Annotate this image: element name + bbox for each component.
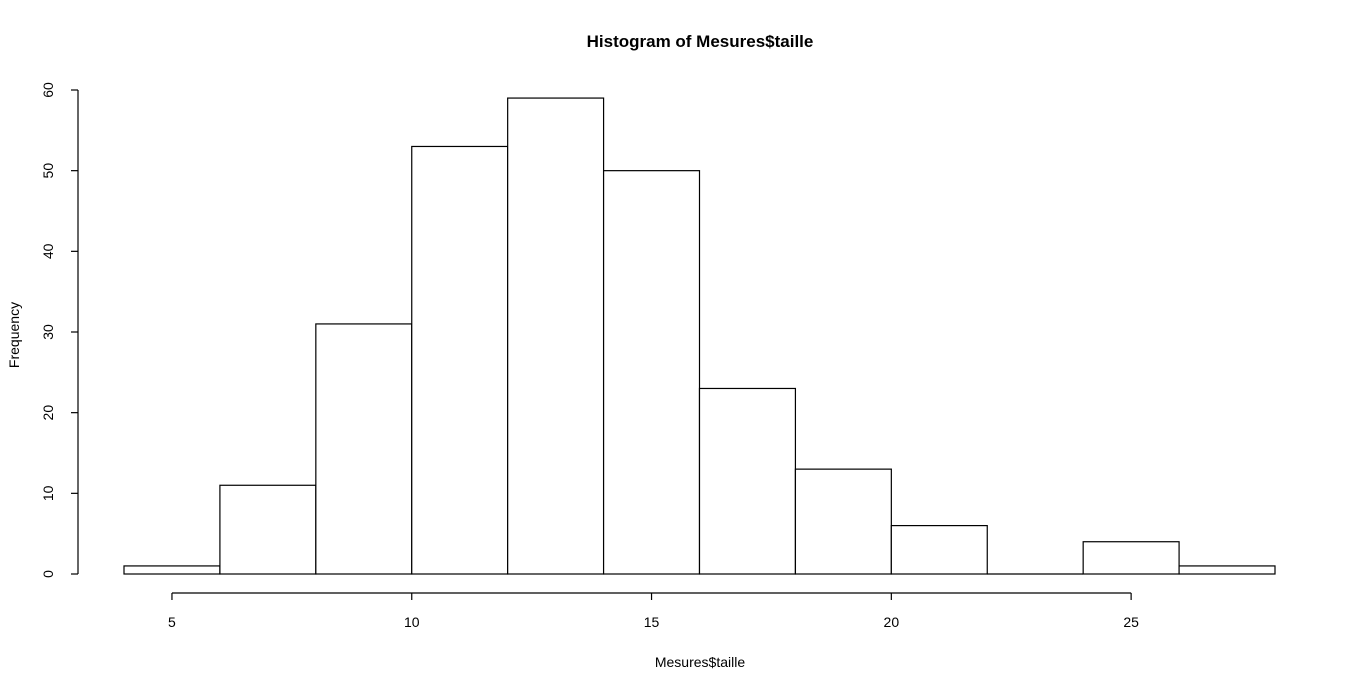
x-tick-label: 20 [884, 614, 900, 630]
x-tick-label: 10 [404, 614, 420, 630]
histogram-bar [890, 524, 988, 575]
y-tick-label: 50 [40, 163, 56, 179]
x-axis: 5 10 15 20 25 [168, 592, 1139, 630]
x-axis-label: Mesures$taille [655, 654, 745, 670]
x-tick-label: 15 [644, 614, 660, 630]
chart-title: Histogram of Mesures$taille [587, 32, 814, 51]
histogram-bar [123, 565, 221, 575]
y-tick-label: 60 [40, 82, 56, 98]
histogram-bar [219, 484, 317, 575]
y-tick-label: 0 [40, 570, 56, 578]
y-axis-label: Frequency [6, 302, 22, 368]
histogram-bar [1082, 541, 1180, 575]
x-tick-label: 5 [168, 614, 176, 630]
y-tick-label: 10 [40, 485, 56, 501]
y-tick-label: 30 [40, 324, 56, 340]
histogram-bar [602, 170, 701, 575]
histogram-bar [698, 387, 797, 575]
histogram-bar [411, 145, 509, 575]
y-tick-label: 20 [40, 405, 56, 421]
histogram-bars [123, 97, 1276, 575]
y-axis: 0 10 20 30 40 50 60 [40, 82, 79, 578]
histogram-bar [315, 323, 413, 575]
histogram-bar [1178, 565, 1276, 575]
histogram-bar [507, 97, 605, 575]
histogram-bar [794, 468, 892, 575]
y-tick-label: 40 [40, 243, 56, 259]
x-tick-label: 25 [1123, 614, 1139, 630]
